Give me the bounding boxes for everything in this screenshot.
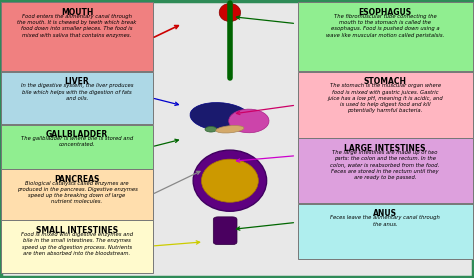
FancyBboxPatch shape (1, 125, 153, 169)
Text: MOUTH: MOUTH (61, 8, 93, 17)
Ellipse shape (205, 126, 217, 132)
Text: SMALL INTESTINES: SMALL INTESTINES (36, 226, 118, 235)
Text: STOMACH: STOMACH (364, 77, 407, 86)
Text: LIVER: LIVER (64, 77, 90, 86)
Ellipse shape (201, 159, 258, 202)
FancyBboxPatch shape (1, 169, 153, 220)
FancyBboxPatch shape (1, 220, 153, 273)
Text: ANUS: ANUS (373, 209, 397, 218)
Text: The large intestines are made up of two
parts: the colon and the rectum. In the
: The large intestines are made up of two … (330, 150, 440, 180)
Text: The gallbladder is where bile is stored and
concentrated.: The gallbladder is where bile is stored … (21, 136, 133, 147)
Text: Food is mixed with digestive enzymes and
bile in the small intestines. The enzym: Food is mixed with digestive enzymes and… (21, 232, 133, 256)
Text: PANCREAS: PANCREAS (55, 175, 100, 183)
FancyBboxPatch shape (1, 2, 153, 71)
Text: ESOPHAGUS: ESOPHAGUS (358, 8, 412, 17)
Text: In the digestive system, the liver produces
bile which helps with the digestion : In the digestive system, the liver produ… (21, 83, 133, 101)
Text: LARGE INTESTINES: LARGE INTESTINES (345, 144, 426, 153)
Ellipse shape (219, 3, 240, 22)
Text: The stomach is the muscular organ where
food is mixed with gastric juices. Gastr: The stomach is the muscular organ where … (327, 83, 443, 113)
Text: GALLBLADDER: GALLBLADDER (46, 130, 108, 139)
Text: The fibromuscular tube connecting the
mouth to the stomach is called the
esophag: The fibromuscular tube connecting the mo… (326, 14, 444, 38)
FancyBboxPatch shape (298, 2, 473, 71)
Ellipse shape (190, 103, 251, 131)
Ellipse shape (229, 109, 269, 133)
FancyBboxPatch shape (298, 72, 473, 138)
Text: Biological catalysts called enzymes are
produced in the pancreas. Digestive enzy: Biological catalysts called enzymes are … (17, 181, 137, 204)
FancyBboxPatch shape (213, 217, 237, 245)
Text: Food enters the alimentary canal through
the mouth. It is chewed by teeth which : Food enters the alimentary canal through… (18, 14, 137, 38)
FancyBboxPatch shape (1, 72, 153, 124)
Ellipse shape (216, 126, 244, 133)
FancyBboxPatch shape (298, 204, 473, 259)
Text: Feces leave the alimentary canal through
the anus.: Feces leave the alimentary canal through… (330, 215, 440, 227)
Ellipse shape (193, 150, 266, 211)
FancyBboxPatch shape (298, 138, 473, 203)
